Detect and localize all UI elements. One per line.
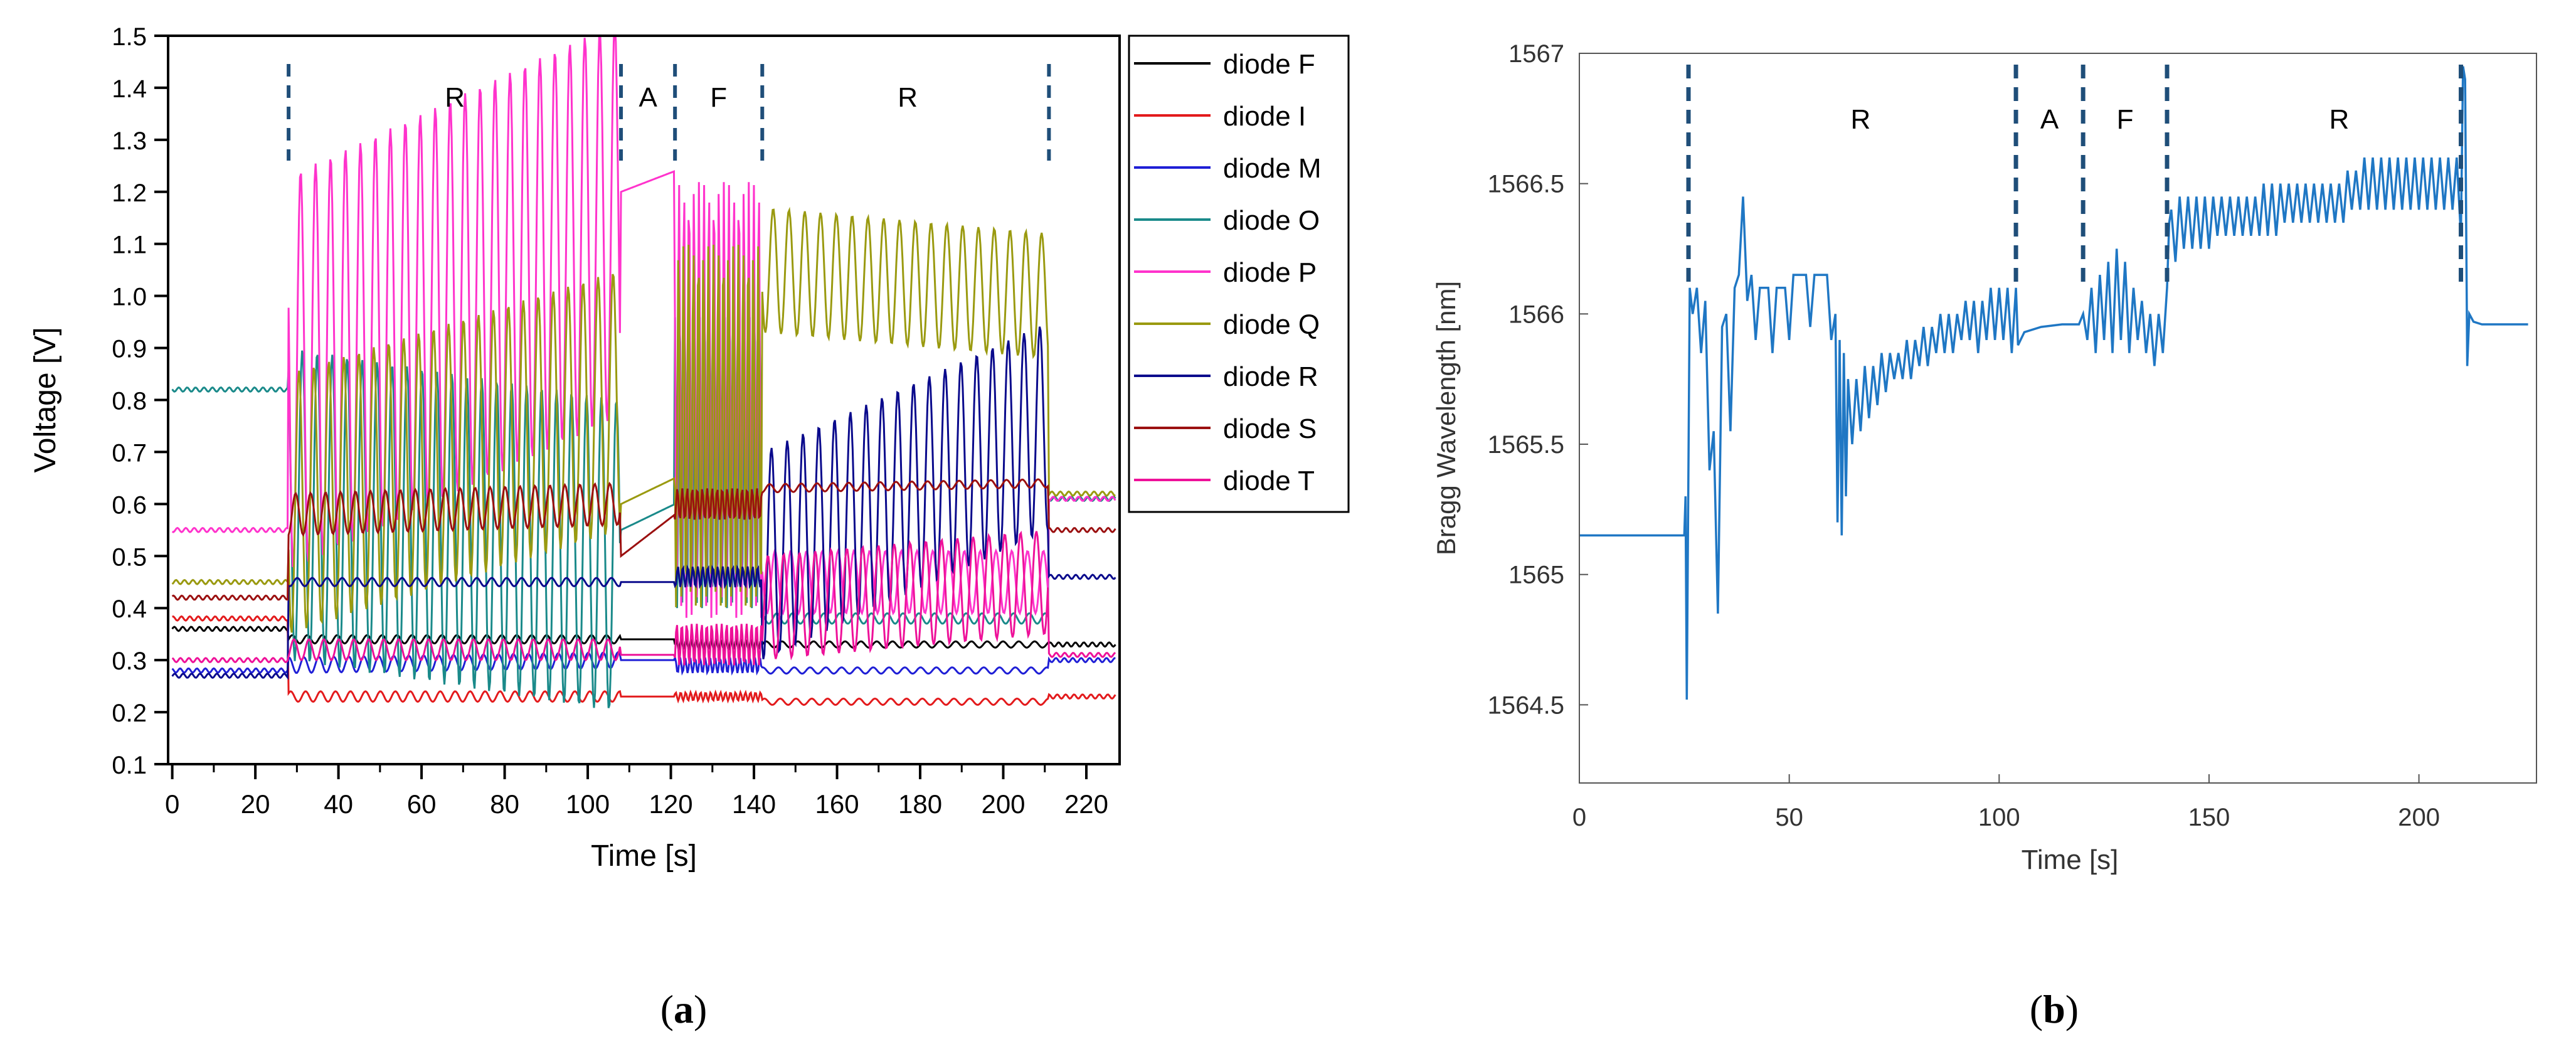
phase-label: F bbox=[710, 82, 727, 113]
y-tick-label: 1.4 bbox=[112, 75, 147, 103]
phase-label: R bbox=[1851, 104, 1871, 135]
series-line-diode-o bbox=[171, 296, 1116, 708]
y-tick-label: 1566.5 bbox=[1488, 171, 1564, 198]
panel-label-b: (b) bbox=[2030, 987, 2079, 1031]
legend-entry-label: diode S bbox=[1223, 413, 1317, 444]
phase-label: R bbox=[445, 82, 465, 113]
series-line-diode-r bbox=[171, 326, 1116, 681]
x-tick-label: 80 bbox=[490, 789, 519, 819]
x-axis-label: Time [s] bbox=[2022, 844, 2119, 875]
series-line-diode-m bbox=[171, 651, 1116, 676]
y-tick-label: 0.5 bbox=[112, 543, 147, 571]
legend-entry-label: diode T bbox=[1223, 466, 1315, 496]
x-tick-label: 200 bbox=[2398, 804, 2440, 831]
phase-label: A bbox=[639, 82, 657, 113]
phase-label: A bbox=[2040, 104, 2059, 135]
series-line-diode-i bbox=[172, 615, 1116, 706]
x-tick-label: 20 bbox=[241, 789, 270, 819]
y-axis-label: Bragg Wavelength [nm] bbox=[1431, 281, 1461, 555]
y-tick-label: 1566 bbox=[1508, 301, 1564, 328]
series-line-bragg-wavelength bbox=[1579, 66, 2528, 700]
legend-entry-label: diode M bbox=[1223, 153, 1322, 184]
x-tick-label: 220 bbox=[1064, 789, 1108, 819]
panel-label-a: (a) bbox=[660, 987, 708, 1031]
legend-entry-label: diode O bbox=[1223, 205, 1320, 236]
y-tick-label: 1564.5 bbox=[1488, 691, 1564, 719]
series-line-diode-s bbox=[171, 478, 1116, 601]
y-tick-label: 0.9 bbox=[112, 336, 147, 363]
phase-label: F bbox=[2117, 104, 2134, 135]
series-line-diode-t bbox=[171, 530, 1116, 666]
x-tick-label: 40 bbox=[324, 789, 353, 819]
y-axis-label: Voltage [V] bbox=[29, 327, 62, 472]
series-line-diode-p bbox=[171, 36, 1116, 618]
x-tick-label: 60 bbox=[407, 789, 437, 819]
y-tick-label: 0.4 bbox=[112, 595, 147, 623]
y-tick-label: 1565 bbox=[1508, 562, 1564, 589]
chart-b-bragg-wavelength: R A F R 0 50 100 150 200 1564.5 1565 1565.5 1566 1566… bbox=[1431, 40, 2537, 875]
series-line-diode-f bbox=[171, 626, 1116, 654]
x-tick-label: 100 bbox=[1978, 804, 2020, 831]
y-tick-label: 1.2 bbox=[112, 179, 147, 207]
y-tick-label: 1.0 bbox=[112, 284, 147, 311]
x-tick-label: 160 bbox=[815, 789, 859, 819]
y-tick-label: 0.7 bbox=[112, 439, 147, 467]
y-tick-label: 1565.5 bbox=[1488, 431, 1564, 459]
x-tick-label: 0 bbox=[1572, 804, 1586, 831]
legend-entry-label: diode P bbox=[1223, 257, 1317, 288]
x-tick-label: 200 bbox=[981, 789, 1025, 819]
x-tick-label: 120 bbox=[649, 789, 693, 819]
x-tick-label: 100 bbox=[566, 789, 610, 819]
legend-entry-label: diode F bbox=[1223, 49, 1315, 80]
x-tick-label: 180 bbox=[898, 789, 942, 819]
legend-entry-label: diode R bbox=[1223, 361, 1318, 392]
y-tick-label: 0.2 bbox=[112, 700, 147, 727]
x-tick-label: 0 bbox=[165, 789, 179, 819]
y-tick-label: 1.5 bbox=[112, 23, 147, 51]
phase-label: R bbox=[898, 82, 918, 113]
y-tick-label: 0.1 bbox=[112, 752, 147, 779]
chart-a-voltage: R A F R 0 20 40 60 80 100 120 140 160 180 200 220 0.1 0.2… bbox=[29, 23, 1350, 873]
x-tick-label: 140 bbox=[732, 789, 776, 819]
y-tick-label: 0.6 bbox=[112, 491, 147, 519]
chart-b-plot-frame bbox=[1579, 53, 2537, 784]
legend-entry-label: diode I bbox=[1223, 101, 1306, 132]
y-tick-label: 1567 bbox=[1508, 40, 1564, 68]
x-axis-label: Time [s] bbox=[591, 839, 697, 873]
series-line-diode-q bbox=[171, 206, 1116, 633]
y-tick-label: 0.8 bbox=[112, 388, 147, 415]
legend-entry-label: diode Q bbox=[1223, 309, 1320, 340]
y-tick-label: 0.3 bbox=[112, 647, 147, 675]
y-tick-label: 1.3 bbox=[112, 127, 147, 155]
x-tick-label: 50 bbox=[1775, 804, 1803, 831]
y-tick-label: 1.1 bbox=[112, 232, 147, 259]
phase-label: R bbox=[2330, 104, 2350, 135]
x-tick-label: 150 bbox=[2188, 804, 2230, 831]
